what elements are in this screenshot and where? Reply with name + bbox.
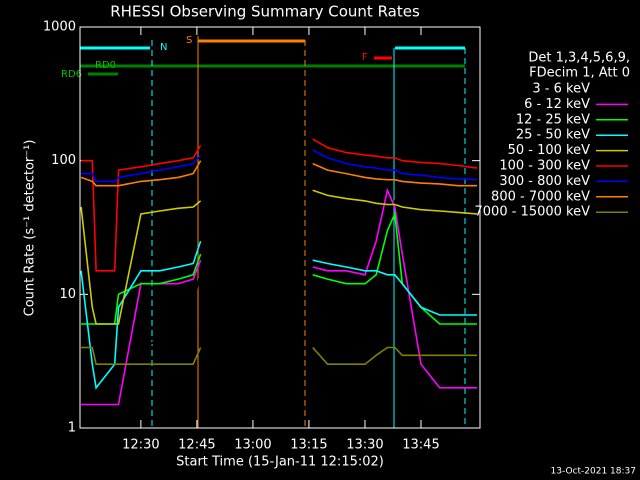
x-tick-label: 13:45 [402, 438, 439, 453]
series-line [81, 149, 478, 183]
timestamp: 13-Oct-2021 18:37 [551, 467, 636, 477]
series-line [80, 160, 477, 187]
legend-label: 6 - 12 keV [524, 97, 590, 112]
y-tick-label: 10 [59, 287, 76, 302]
x-tick-label: 13:00 [234, 438, 271, 453]
annotation: F [362, 52, 368, 63]
y-tick-label: 1 [68, 421, 76, 436]
legend-header: FDecim 1, Att 0 [529, 66, 630, 81]
legend-label: 25 - 50 keV [516, 128, 590, 143]
x-axis-label: Start Time (15-Jan-11 12:15:02) [176, 455, 384, 470]
legend-label: 12 - 25 keV [516, 112, 590, 127]
plot-frame [79, 26, 481, 429]
annotation: RD0 [95, 60, 116, 71]
series-line [80, 189, 478, 325]
series-line [81, 346, 477, 365]
series-line [80, 240, 477, 390]
legend-label: 100 - 300 keV [499, 159, 590, 174]
legend-label: 300 - 800 keV [499, 174, 590, 189]
chart-title: RHESSI Observing Summary Count Rates [110, 3, 420, 21]
series-line [81, 198, 477, 365]
y-tick-label: 100 [51, 153, 76, 168]
x-tick-label: 12:45 [178, 438, 215, 453]
series-line [81, 138, 478, 272]
annotation: S [186, 35, 192, 46]
series-line [81, 187, 477, 406]
legend-header: Det 1,3,4,5,6,9, [528, 51, 630, 66]
x-tick-label: 13:15 [290, 438, 327, 453]
legend-label: 50 - 100 keV [508, 143, 591, 158]
legend-label: 800 - 7000 keV [491, 189, 590, 204]
series-line [81, 210, 477, 325]
annotation: N [160, 42, 167, 53]
legend-label: 7000 - 15000 keV [475, 205, 591, 220]
x-tick-label: 13:30 [346, 438, 383, 453]
legend-label: 3 - 6 keV [532, 82, 590, 97]
annotation: RD6 [61, 69, 82, 80]
y-tick-label: 1000 [43, 20, 76, 35]
state-lines [80, 36, 466, 428]
x-tick-label: 12:30 [122, 438, 159, 453]
y-axis-label: Count Rate (s⁻¹ detector⁻¹) [23, 140, 38, 317]
